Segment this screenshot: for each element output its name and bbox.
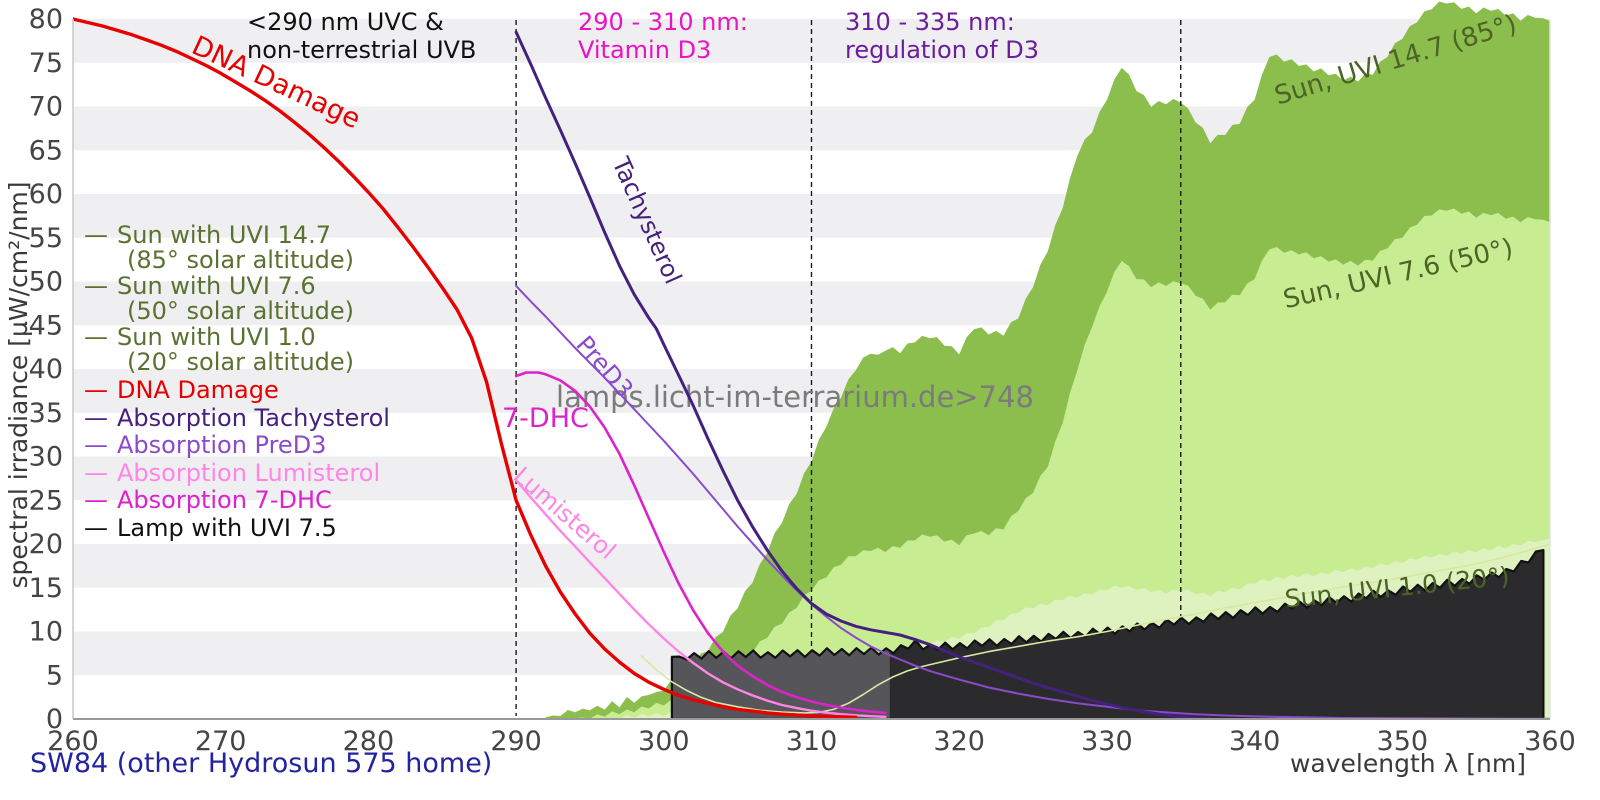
svg-text:290 - 310 nm:: 290 - 310 nm: bbox=[578, 8, 748, 36]
y-tick-label: 15 bbox=[29, 573, 63, 604]
svg-text:<290 nm UVC &: <290 nm UVC & bbox=[247, 8, 444, 36]
x-tick-label: 280 bbox=[343, 726, 395, 757]
pale-weighted-lamp-line-line bbox=[640, 543, 1550, 714]
absorption-7-dhc-line bbox=[514, 371, 887, 715]
absorption-tachysterol-line bbox=[514, 30, 1212, 719]
legend-item: — Sun with UVI 1.0 bbox=[84, 323, 316, 351]
legend-item: (20° solar altitude) bbox=[127, 348, 354, 376]
x-tick-label: 260 bbox=[47, 726, 99, 757]
svg-text:310 - 335 nm:: 310 - 335 nm: bbox=[845, 8, 1015, 36]
legend-item: — Absorption Lumisterol bbox=[84, 459, 380, 487]
x-tick-label: 360 bbox=[1524, 726, 1576, 757]
y-tick-label: 30 bbox=[29, 442, 63, 473]
legend-item: — Lamp with UVI 7.5 bbox=[84, 514, 337, 542]
y-tick-label: 40 bbox=[29, 354, 63, 385]
annotation-regulation-d3: 310 - 335 nm: regulation of D3 bbox=[845, 8, 1039, 64]
legend: — Sun with UVI 14.7 (85° solar altitude) … bbox=[84, 221, 390, 542]
dna-damage-line bbox=[73, 17, 858, 719]
y-tick-label: 45 bbox=[29, 310, 63, 341]
svg-text:non-terrestrial UVB: non-terrestrial UVB bbox=[247, 36, 476, 64]
y-tick-label: 10 bbox=[29, 617, 63, 648]
lamp-page-link[interactable]: SW84 (other Hydrosun 575 home) bbox=[30, 748, 492, 779]
y-tick-label: 65 bbox=[29, 135, 63, 166]
y-tick-label: 55 bbox=[29, 223, 63, 254]
legend-item: — Absorption 7-DHC bbox=[84, 486, 332, 514]
x-tick-label: 330 bbox=[1081, 726, 1133, 757]
x-tick-label: 290 bbox=[490, 726, 542, 757]
x-tick-label: 340 bbox=[1229, 726, 1281, 757]
annotation-uvc: <290 nm UVC & non-terrestrial UVB bbox=[247, 8, 476, 64]
x-tick-label: 350 bbox=[1377, 726, 1429, 757]
7dhc-curve-label: 7-DHC bbox=[502, 403, 589, 434]
x-tick-label: 320 bbox=[933, 726, 985, 757]
x-tick-label: 300 bbox=[638, 726, 690, 757]
watermark: lamps.licht-im-terrarium.de>748 bbox=[556, 380, 1034, 414]
svg-text:Vitamin D3: Vitamin D3 bbox=[578, 36, 711, 64]
legend-item: (50° solar altitude) bbox=[127, 297, 354, 325]
legend-item: — Sun with UVI 7.6 bbox=[84, 272, 316, 300]
legend-item: (85° solar altitude) bbox=[127, 246, 354, 274]
absorption-lumisterol-line bbox=[514, 478, 887, 718]
y-tick-label: 60 bbox=[29, 179, 63, 210]
wavelength-region-dashed-lines bbox=[515, 20, 1182, 716]
y-tick-label: 75 bbox=[29, 48, 63, 79]
annotation-vitamin-d3: 290 - 310 nm: Vitamin D3 bbox=[578, 8, 748, 64]
y-tick-label: 80 bbox=[29, 4, 63, 35]
y-tick-label: 50 bbox=[29, 267, 63, 298]
x-axis-title: wavelength λ [nm] bbox=[1290, 749, 1526, 778]
y-tick-label: 70 bbox=[29, 92, 63, 123]
y-tick-label: 20 bbox=[29, 529, 63, 560]
absorption-pred3-line bbox=[515, 284, 1550, 719]
legend-item: — DNA Damage bbox=[84, 376, 279, 404]
legend-item: — Sun with UVI 14.7 bbox=[84, 221, 331, 249]
x-tick-label: 310 bbox=[786, 726, 838, 757]
y-tick-label: 25 bbox=[29, 485, 63, 516]
y-tick-label: 5 bbox=[46, 660, 63, 691]
legend-item: — Absorption Tachysterol bbox=[84, 404, 390, 432]
y-tick-label: 0 bbox=[46, 704, 63, 735]
x-tick-label: 270 bbox=[195, 726, 247, 757]
svg-text:regulation of D3: regulation of D3 bbox=[845, 36, 1039, 64]
y-axis-title: spectral irradiance [µW/cm²/nm] bbox=[4, 181, 33, 588]
y-tick-label: 35 bbox=[29, 398, 63, 429]
lamp-with-uvi-7-5-outline bbox=[670, 549, 1545, 719]
legend-item: — Absorption PreD3 bbox=[84, 431, 326, 459]
